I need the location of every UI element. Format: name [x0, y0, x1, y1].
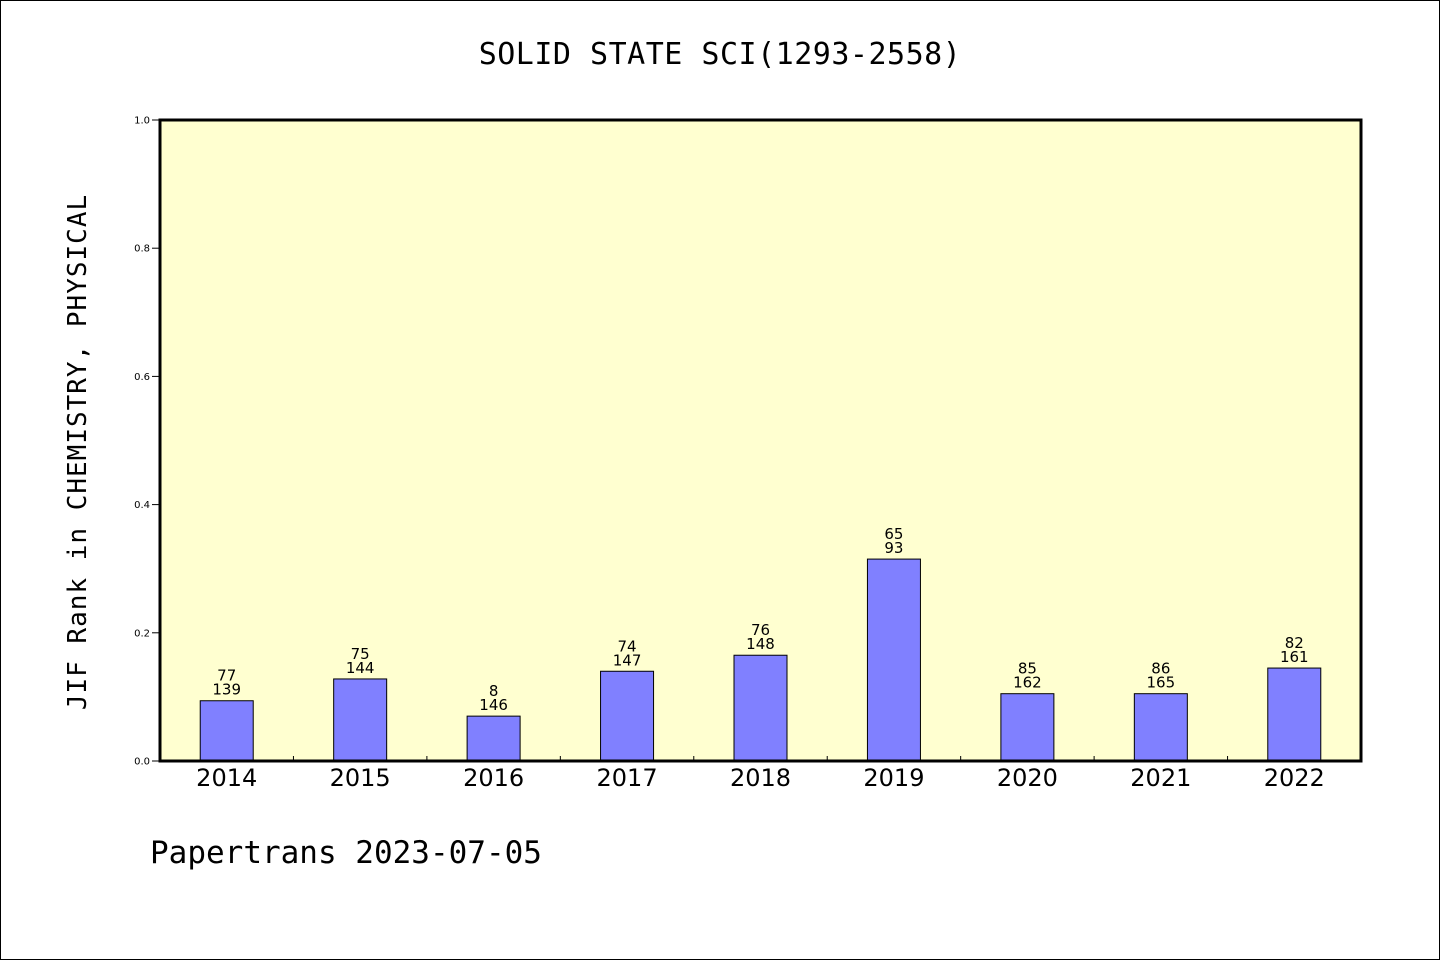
y-tick-label: 1.0: [134, 116, 150, 127]
y-tick-label: 0.0: [134, 757, 150, 768]
bar-data-label: 162: [1013, 674, 1042, 692]
x-tick-label: 2019: [863, 764, 924, 792]
bar-data-label: 65: [884, 525, 903, 543]
bar-data-label: 161: [1280, 648, 1309, 666]
bar: [1133, 693, 1188, 762]
x-tick-label: 2018: [730, 764, 791, 792]
bar: [866, 558, 921, 762]
bar-data-label: 93: [884, 539, 903, 557]
plot-area: [160, 120, 1361, 761]
bar: [199, 700, 254, 762]
bar-data-label: 144: [346, 659, 375, 677]
footer-credit: Papertrans 2023-07-05: [150, 835, 542, 871]
y-axis: 0.0 0.2 0.4 0.6 0.8 1.0: [134, 116, 160, 768]
y-axis-label: JIF Rank in CHEMISTRY, PHYSICAL: [63, 193, 93, 711]
y-tick-label: 0.4: [134, 500, 150, 511]
x-tick-label: 2022: [1264, 764, 1325, 792]
x-tick-label: 2021: [1130, 764, 1191, 792]
bar: [733, 654, 788, 762]
y-tick-label: 0.2: [134, 628, 150, 639]
x-tick-label: 2017: [597, 764, 658, 792]
bar-data-label: 147: [613, 651, 642, 669]
bar-data-label: 148: [746, 635, 775, 653]
bar: [1267, 667, 1322, 762]
x-tick-label: 2016: [463, 764, 524, 792]
bar-data-label: 139: [212, 681, 241, 699]
bar-data-label: 77: [217, 667, 236, 685]
bar-data-label: 8: [489, 682, 499, 700]
bar-data-label: 85: [1018, 660, 1037, 678]
bars: [199, 558, 1322, 762]
plot-border: [158, 118, 1363, 763]
bar-data-label: 75: [351, 645, 370, 663]
x-tick-label: 2014: [196, 764, 257, 792]
bar: [600, 670, 655, 762]
bar: [333, 678, 388, 762]
y-tick-label: 0.6: [134, 372, 150, 383]
bar: [466, 715, 521, 762]
bar-data-label: 76: [751, 621, 770, 639]
bar-data-label: 74: [618, 637, 637, 655]
bar: [1000, 693, 1055, 762]
bar-data-label: 86: [1151, 660, 1170, 678]
x-axis: 2014 2015 2016 2017 2018 2019 2020 2021 2022: [196, 756, 1325, 792]
bar-data-label: 146: [479, 696, 508, 714]
x-tick-label: 2015: [330, 764, 391, 792]
bar-data-label: 82: [1285, 634, 1304, 652]
x-tick-label: 2020: [997, 764, 1058, 792]
chart-title: SOLID STATE SCI(1293-2558): [478, 37, 962, 72]
y-tick-label: 0.8: [134, 244, 150, 255]
bar-data-label: 165: [1147, 674, 1176, 692]
